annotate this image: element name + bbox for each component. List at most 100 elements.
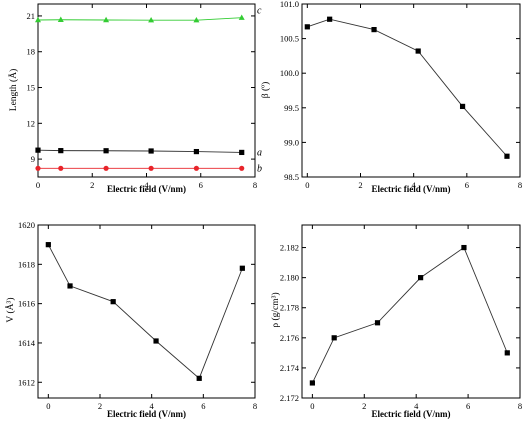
- data-point: [35, 147, 41, 153]
- x-tick-label: 4: [412, 180, 417, 190]
- x-axis-label: Electric field (V/nm): [372, 409, 451, 419]
- data-point: [239, 149, 245, 156]
- data-point: [58, 148, 64, 154]
- x-tick-label: 0: [310, 401, 314, 411]
- y-tick-label: 1612: [18, 377, 35, 387]
- series-line-c: [37, 17, 242, 21]
- y-tick-label: 100.5: [280, 34, 299, 44]
- series-line: [47, 244, 243, 380]
- x-axis-label: Electric field (V/nm): [372, 184, 451, 194]
- data-point: [309, 380, 315, 386]
- y-axis-label: V (Å³): [4, 297, 16, 322]
- y-tick-label: 21: [27, 11, 36, 21]
- data-point: [35, 16, 41, 23]
- data-point: [304, 24, 310, 30]
- y-tick-label: 1618: [18, 259, 35, 269]
- y-tick-label: 2.178: [280, 303, 299, 313]
- x-tick-label: 8: [253, 180, 257, 190]
- x-tick-label: 0: [46, 401, 50, 411]
- x-tick-label: 0: [36, 180, 40, 190]
- chart-beta: 0 2 4 6 8 98.5 99.0 99.5 100.0 100.5 101.0 Electric…: [260, 0, 522, 194]
- x-tick-label: 2: [358, 180, 362, 190]
- data-point: [415, 48, 421, 54]
- data-point: [331, 335, 337, 341]
- x-tick-label: 2: [98, 401, 102, 411]
- data-point: [459, 103, 466, 110]
- data-point: [193, 165, 200, 171]
- x-tick-label: 8: [253, 401, 257, 411]
- x-axis-label: Electric field (V/nm): [107, 184, 186, 194]
- y-tick-label: 2.172: [280, 393, 299, 403]
- data-point: [504, 153, 510, 159]
- series-line: [307, 18, 508, 157]
- x-tick-label: 6: [199, 180, 203, 190]
- series-label-b: b: [257, 163, 262, 174]
- y-tick-label: 99.0: [284, 137, 299, 147]
- y-tick-label: 1616: [18, 299, 35, 309]
- data-point: [148, 17, 155, 23]
- data-point: [327, 16, 333, 22]
- data-point: [193, 17, 200, 23]
- x-tick-label: 8: [518, 180, 522, 190]
- data-point: [239, 165, 245, 171]
- y-tick-label: 2.180: [280, 273, 299, 283]
- data-point: [238, 14, 245, 20]
- data-point: [374, 320, 381, 326]
- y-tick-label: 101.0: [280, 0, 299, 9]
- data-point: [58, 165, 64, 171]
- y-tick-label: 100.0: [280, 68, 299, 78]
- data-point: [103, 165, 109, 171]
- data-point: [196, 375, 202, 381]
- series-line-a: [37, 149, 242, 153]
- y-tick-label: 18: [27, 47, 36, 57]
- plot-frame: [301, 224, 521, 399]
- y-tick-label: 1620: [18, 220, 35, 230]
- plot-frame: [37, 224, 256, 399]
- data-point: [103, 16, 110, 23]
- data-point: [45, 242, 51, 248]
- data-point: [504, 350, 510, 356]
- data-point: [239, 265, 245, 271]
- x-tick-label: 4: [150, 401, 155, 411]
- x-tick-label: 6: [466, 401, 470, 411]
- data-point: [103, 148, 109, 154]
- x-tick-label: 4: [414, 401, 419, 411]
- series-label-c: c: [257, 6, 262, 17]
- data-point: [461, 244, 467, 251]
- x-tick-label: 2: [90, 180, 94, 190]
- x-tick-label: 6: [465, 180, 469, 190]
- x-tick-label: 4: [144, 180, 149, 190]
- y-axis-label: β (º): [260, 82, 271, 98]
- data-point: [67, 283, 73, 289]
- x-axis-label: Electric field (V/nm): [107, 409, 186, 419]
- data-point: [418, 275, 424, 281]
- data-point: [35, 165, 41, 171]
- y-tick-label: 9: [31, 154, 35, 164]
- chart-volume: 0 2 4 6 8 1612 1614 1616 1618 1620 Electric field …: [4, 220, 257, 419]
- chart-density: 0 2 4 6 8 2.172 2.174 2.176 2.178 2.180 2.182 Elect…: [270, 224, 522, 419]
- y-tick-label: 1614: [18, 338, 36, 348]
- data-point: [153, 338, 159, 344]
- data-point: [148, 165, 154, 171]
- y-tick-label: 98.5: [284, 172, 299, 182]
- plot-frame: [301, 3, 521, 178]
- data-point: [148, 148, 154, 154]
- y-tick-label: 2.176: [280, 333, 299, 343]
- y-tick-label: 99.5: [284, 103, 299, 113]
- data-point: [371, 27, 377, 33]
- series-line: [311, 246, 508, 384]
- y-tick-label: 2.174: [280, 363, 300, 373]
- data-point: [57, 16, 64, 22]
- x-tick-label: 6: [201, 401, 205, 411]
- chart-length: 0 2 4 6 8 9 12 15 18 21 Electric field (V/nm) Lengt…: [7, 3, 262, 194]
- x-tick-label: 0: [305, 180, 309, 190]
- series-label-a: a: [257, 147, 262, 158]
- y-tick-label: 12: [27, 118, 36, 128]
- y-axis-label: ρ (g/cm³): [270, 292, 281, 327]
- data-point: [193, 148, 200, 155]
- y-tick-label: 2.182: [280, 243, 299, 253]
- y-tick-label: 15: [27, 83, 36, 93]
- y-axis-label: Length (Å): [7, 69, 19, 111]
- data-point: [110, 299, 116, 305]
